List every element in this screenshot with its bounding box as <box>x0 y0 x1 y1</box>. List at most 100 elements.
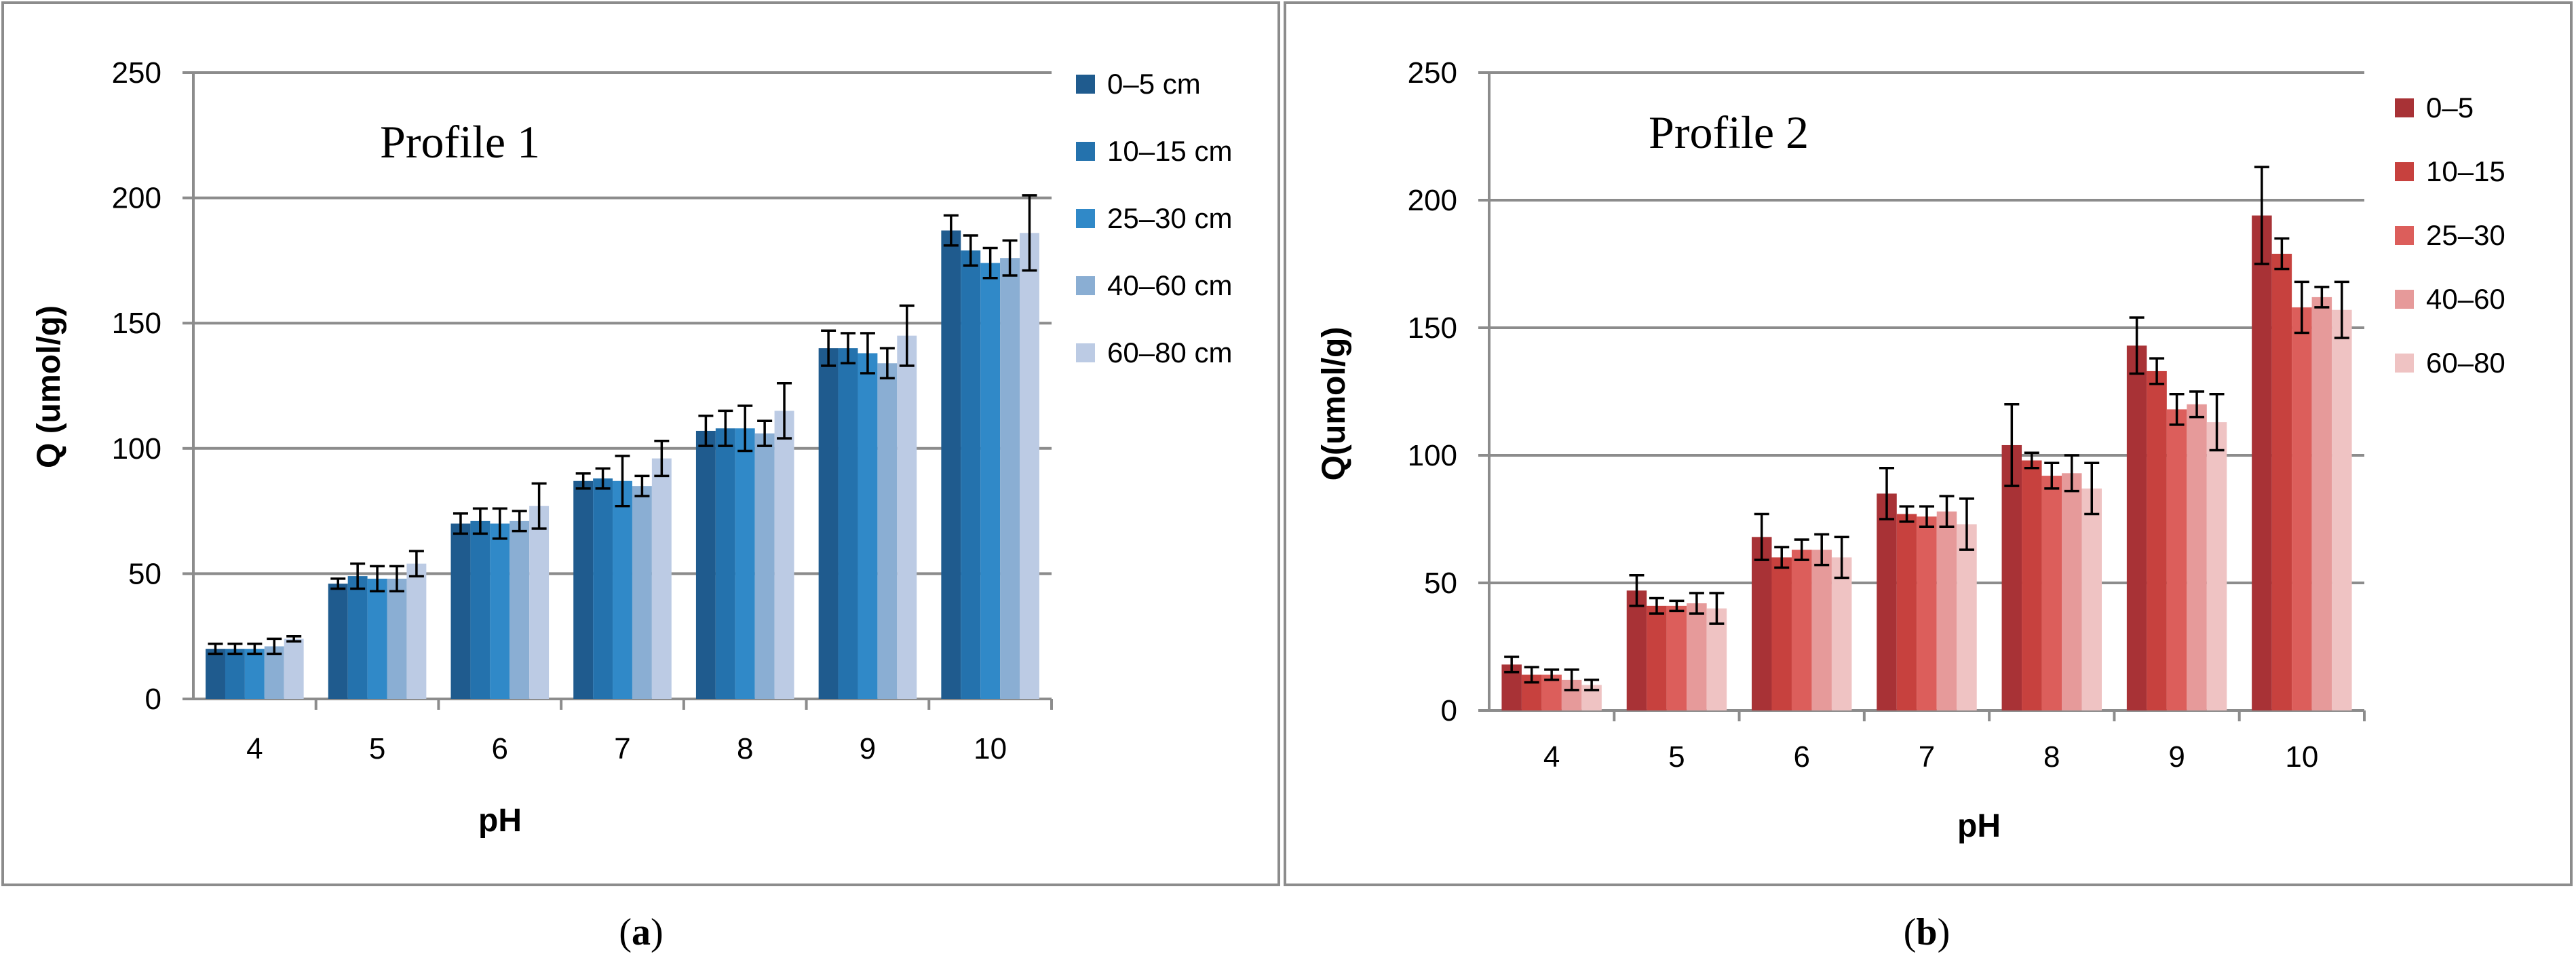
legend-label: 10–15 cm <box>1107 135 1232 167</box>
y-tick-label: 150 <box>1408 311 1457 345</box>
bar <box>244 649 265 699</box>
legend-item: 40–60 <box>2395 283 2505 315</box>
bar <box>367 578 387 699</box>
x-tick-label: 10 <box>974 732 1007 765</box>
y-tick-label: 100 <box>112 432 161 466</box>
legend-label: 40–60 cm <box>1107 269 1232 301</box>
bar <box>206 649 225 699</box>
y-tick-label: 250 <box>1408 56 1457 90</box>
legend-swatch <box>1076 343 1095 362</box>
x-tick-label: 4 <box>246 732 263 765</box>
legend: 0–5 10–15 25–30 40–60 60–80 <box>2395 92 2505 379</box>
legend-item: 0–5 <box>2395 92 2474 124</box>
x-axis-label: pH <box>1957 808 2001 844</box>
legend-label: 60–80 cm <box>1107 337 1232 368</box>
x-tick-label: 7 <box>1919 740 1935 774</box>
bar <box>735 428 755 699</box>
bar <box>1706 608 1727 710</box>
bar <box>2187 404 2207 710</box>
bar <box>1687 603 1707 710</box>
bar <box>450 523 471 699</box>
legend-label: 25–30 <box>2426 219 2505 251</box>
panel-b-frame <box>1284 1 2573 886</box>
bar <box>510 520 530 699</box>
bar <box>225 649 245 699</box>
x-tick-label: 4 <box>1543 740 1560 774</box>
bar <box>695 430 716 699</box>
panel-a-frame <box>1 1 1280 886</box>
bar <box>2292 307 2312 710</box>
bar <box>2252 215 2272 710</box>
x-tick-label: 10 <box>2285 740 2318 774</box>
legend-label: 0–5 <box>2426 92 2474 124</box>
legend-swatch <box>2395 98 2414 117</box>
legend-swatch <box>2395 354 2414 373</box>
bar <box>2166 409 2187 710</box>
chart-title: Profile 2 <box>1649 107 1809 158</box>
bar <box>490 523 510 699</box>
panel-a-caption: (a) <box>619 911 663 953</box>
y-tick-label: 150 <box>112 307 161 340</box>
bar <box>838 348 858 699</box>
legend-swatch <box>2395 290 2414 309</box>
legend-item: 0–5 cm <box>1076 68 1201 100</box>
legend-item: 60–80 cm <box>1076 337 1232 368</box>
bar <box>774 411 794 699</box>
bar <box>1896 514 1917 710</box>
y-tick-label: 100 <box>1408 439 1457 472</box>
bar <box>2311 297 2332 710</box>
y-tick-label: 0 <box>145 683 161 716</box>
panel-b-caption: (b) <box>1904 911 1950 953</box>
bar <box>347 576 368 699</box>
bar <box>1877 493 1897 710</box>
legend-item: 40–60 cm <box>1076 269 1232 301</box>
legend-item: 25–30 <box>2395 219 2505 251</box>
bar <box>1000 258 1020 699</box>
bar <box>2206 422 2227 710</box>
bar <box>1626 590 1647 710</box>
bar <box>387 578 407 699</box>
legend-label: 25–30 cm <box>1107 202 1232 234</box>
bar <box>284 639 304 699</box>
legend: 0–5 cm 10–15 cm 25–30 cm 40–60 cm 60–80 cm <box>1076 68 1232 368</box>
bar <box>1020 233 1039 700</box>
bar <box>897 335 917 699</box>
bar <box>613 480 632 699</box>
bar <box>1771 557 1792 710</box>
bar <box>632 486 652 699</box>
y-tick-label: 200 <box>112 182 161 215</box>
bar <box>980 263 1001 699</box>
bar <box>2022 460 2042 710</box>
bar <box>2081 488 2102 710</box>
y-tick-label: 250 <box>112 56 161 90</box>
legend-swatch <box>1076 142 1095 161</box>
bar <box>2271 253 2292 711</box>
bar <box>2001 444 2022 710</box>
bar <box>941 230 961 699</box>
y-tick-label: 200 <box>1408 184 1457 217</box>
bar <box>961 250 981 700</box>
bar <box>754 433 775 699</box>
bar <box>651 458 672 699</box>
bar <box>264 646 284 699</box>
bar <box>1831 557 1852 710</box>
x-tick-label: 9 <box>860 732 876 765</box>
x-tick-label: 7 <box>614 732 630 765</box>
x-tick-label: 8 <box>2043 740 2060 774</box>
bar <box>877 363 898 699</box>
bar <box>2147 370 2167 710</box>
legend-item: 10–15 <box>2395 155 2505 187</box>
legend-label: 60–80 <box>2426 347 2505 379</box>
legend-item: 25–30 cm <box>1076 202 1232 234</box>
y-axis-label: Q(umol/g) <box>1316 327 1352 481</box>
bar <box>1936 511 1957 710</box>
y-axis-label: Q (umol/g) <box>31 305 67 468</box>
bar <box>818 348 839 699</box>
x-tick-label: 5 <box>369 732 385 765</box>
y-tick-label: 50 <box>1424 567 1457 600</box>
y-tick-label: 0 <box>1441 694 1457 727</box>
legend-swatch <box>1076 75 1095 94</box>
x-tick-label: 8 <box>737 732 753 765</box>
chart-title: Profile 1 <box>380 116 540 168</box>
